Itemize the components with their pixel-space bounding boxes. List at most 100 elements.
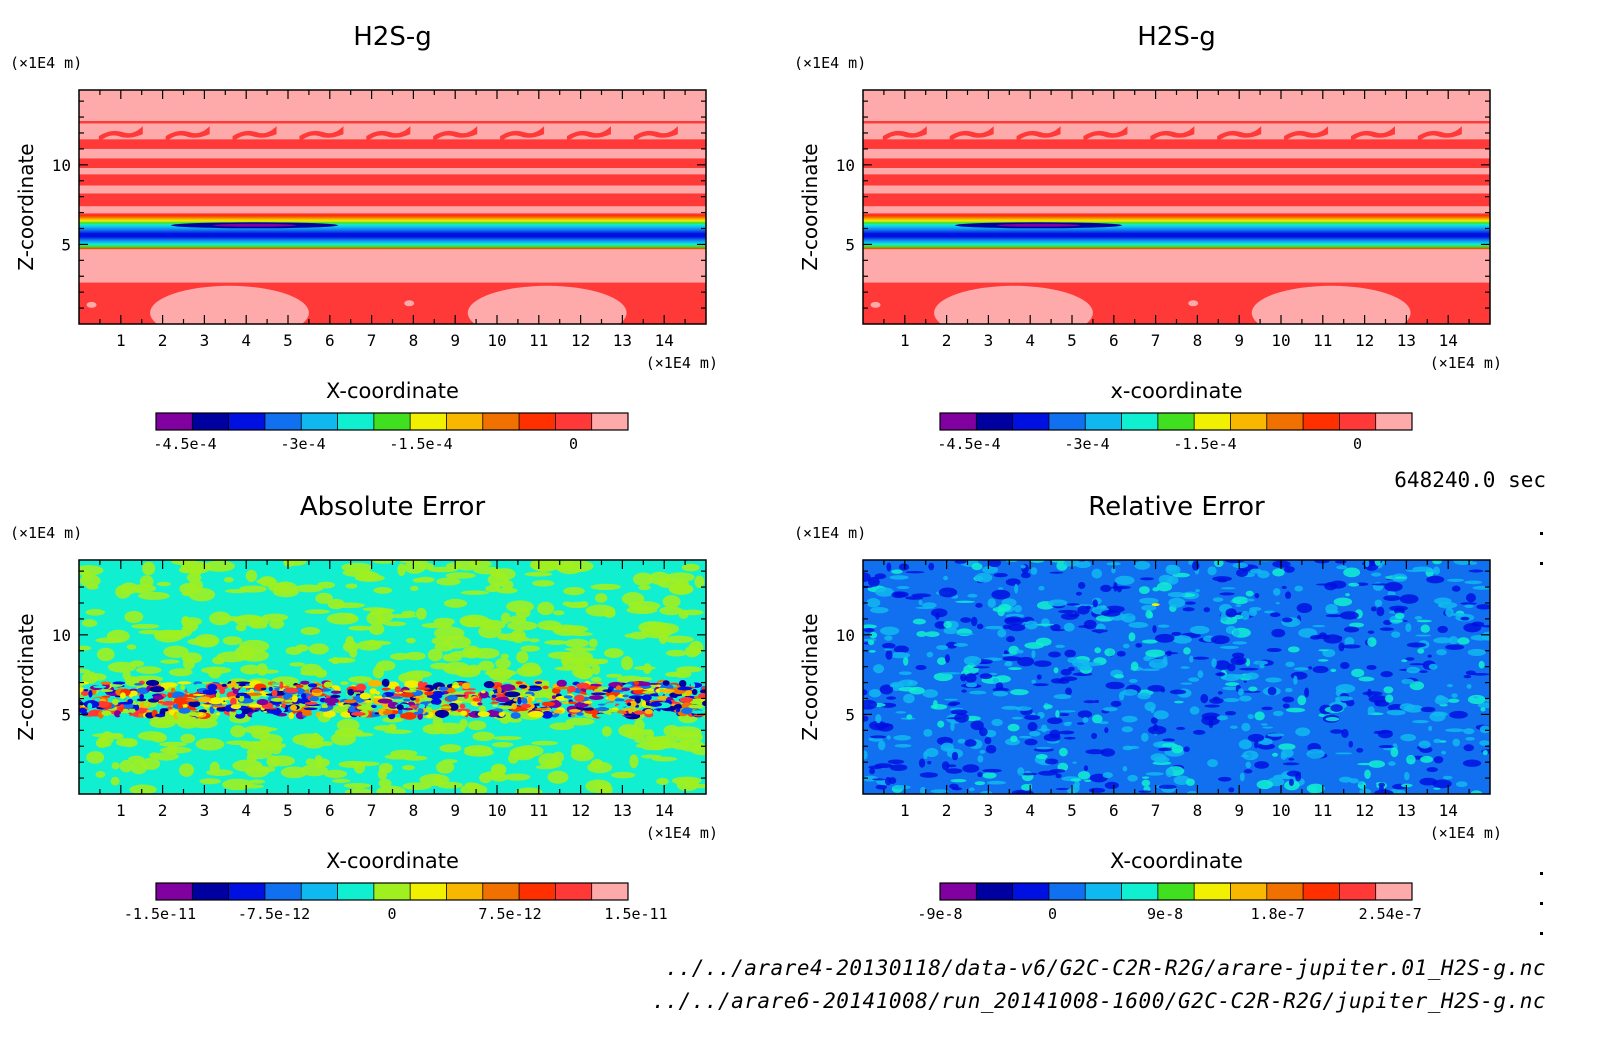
noise-blob: [1285, 661, 1295, 668]
noise-blob: [575, 667, 593, 680]
noise-blob: [124, 610, 144, 623]
noise-blob: [1248, 609, 1257, 617]
noise-blob: [1317, 659, 1329, 662]
noise-blob: [1293, 675, 1298, 685]
colorbar-swatch: [373, 413, 411, 430]
noise-blob: [663, 635, 694, 644]
noise-blob: [384, 729, 412, 734]
noise-blob: [1455, 781, 1468, 788]
noise-blob: [350, 711, 366, 716]
noise-blob: [603, 648, 624, 658]
colorbar-swatch: [1012, 413, 1050, 430]
colorbar-tick-label: 1.8e-7: [1251, 905, 1305, 923]
noise-blob: [582, 707, 594, 711]
noise-blob: [1370, 606, 1377, 612]
noise-blob: [141, 757, 161, 770]
noise-blob: [279, 681, 284, 689]
field-band: [863, 121, 1490, 124]
noise-blob: [918, 758, 926, 768]
noise-blob: [1449, 710, 1468, 719]
colorbar-swatch: [264, 413, 302, 430]
colorbar-tick-label: -3e-4: [280, 435, 325, 453]
noise-blob: [1414, 615, 1423, 620]
noise-blob: [238, 683, 246, 687]
noise-blob: [1169, 689, 1187, 695]
noise-blob: [1460, 616, 1470, 621]
noise-blob: [238, 693, 249, 697]
noise-blob: [355, 683, 367, 692]
noise-blob: [641, 700, 647, 707]
noise-blob: [404, 651, 426, 661]
noise-blob: [374, 712, 380, 715]
colorbar-swatch: [1375, 413, 1413, 430]
noise-blob: [1343, 567, 1361, 578]
noise-blob: [1254, 592, 1260, 599]
noise-blob: [479, 772, 492, 784]
noise-blob: [1405, 623, 1412, 633]
jet-core: [212, 223, 297, 227]
noise-blob: [1285, 707, 1306, 713]
noise-blob: [416, 687, 430, 690]
colorbar-swatch: [1121, 413, 1159, 430]
noise-blob: [1153, 723, 1158, 732]
noise-blob: [365, 640, 392, 646]
noise-blob: [863, 775, 878, 782]
noise-blob: [1135, 643, 1143, 648]
noise-blob: [81, 671, 98, 685]
noise-blob: [1192, 656, 1210, 660]
field-wave: [98, 126, 143, 143]
noise-blob: [489, 690, 495, 696]
noise-blob: [647, 682, 660, 685]
noise-blob: [331, 657, 340, 665]
noise-blob: [1058, 609, 1078, 614]
noise-blob: [997, 628, 1007, 638]
noise-blob: [1203, 607, 1211, 613]
noise-blob: [663, 724, 681, 737]
noise-blob: [376, 660, 396, 671]
noise-blob: [923, 728, 933, 737]
noise-blob: [88, 690, 93, 698]
noise-blob: [661, 737, 671, 749]
noise-blob: [690, 744, 706, 756]
colorbar-tick-label: -4.5e-4: [937, 435, 1000, 453]
noise-blob: [1442, 775, 1453, 780]
noise-blob: [260, 687, 267, 691]
noise-blob: [1428, 725, 1433, 731]
noise-blob: [336, 718, 360, 732]
noise-blob: [1081, 662, 1102, 667]
noise-blob: [382, 716, 404, 723]
noise-blob: [235, 709, 243, 715]
noise-blob: [924, 631, 940, 637]
noise-blob: [1396, 789, 1402, 794]
noise-blob: [1278, 743, 1296, 751]
noise-blob: [1281, 585, 1287, 589]
noise-blob: [309, 696, 320, 702]
noise-blob: [1367, 706, 1375, 715]
noise-blob: [152, 752, 179, 761]
noise-blob: [574, 702, 589, 708]
noise-blob: [430, 662, 451, 670]
noise-blob: [1412, 566, 1432, 571]
noise-blob: [294, 684, 304, 688]
noise-blob: [495, 693, 505, 698]
noise-blob: [1186, 790, 1198, 794]
noise-blob: [168, 668, 193, 677]
noise-blob: [1406, 666, 1420, 674]
noise-blob: [1091, 714, 1103, 724]
noise-blob: [99, 742, 112, 747]
noise-blob: [1383, 686, 1394, 694]
noise-blob: [299, 671, 325, 676]
noise-blob: [1104, 727, 1109, 734]
field-wave: [165, 126, 210, 143]
y-tick-label: 10: [52, 626, 71, 645]
noise-blob: [894, 591, 909, 598]
colorbar-swatch: [156, 413, 193, 430]
noise-blob: [628, 707, 633, 714]
noise-blob: [877, 740, 886, 751]
noise-blob: [1201, 715, 1220, 726]
noise-blob: [988, 560, 1001, 568]
noise-blob: [982, 772, 997, 779]
noise-blob: [1055, 644, 1066, 648]
noise-blob: [863, 699, 878, 710]
noise-blob: [657, 695, 669, 700]
